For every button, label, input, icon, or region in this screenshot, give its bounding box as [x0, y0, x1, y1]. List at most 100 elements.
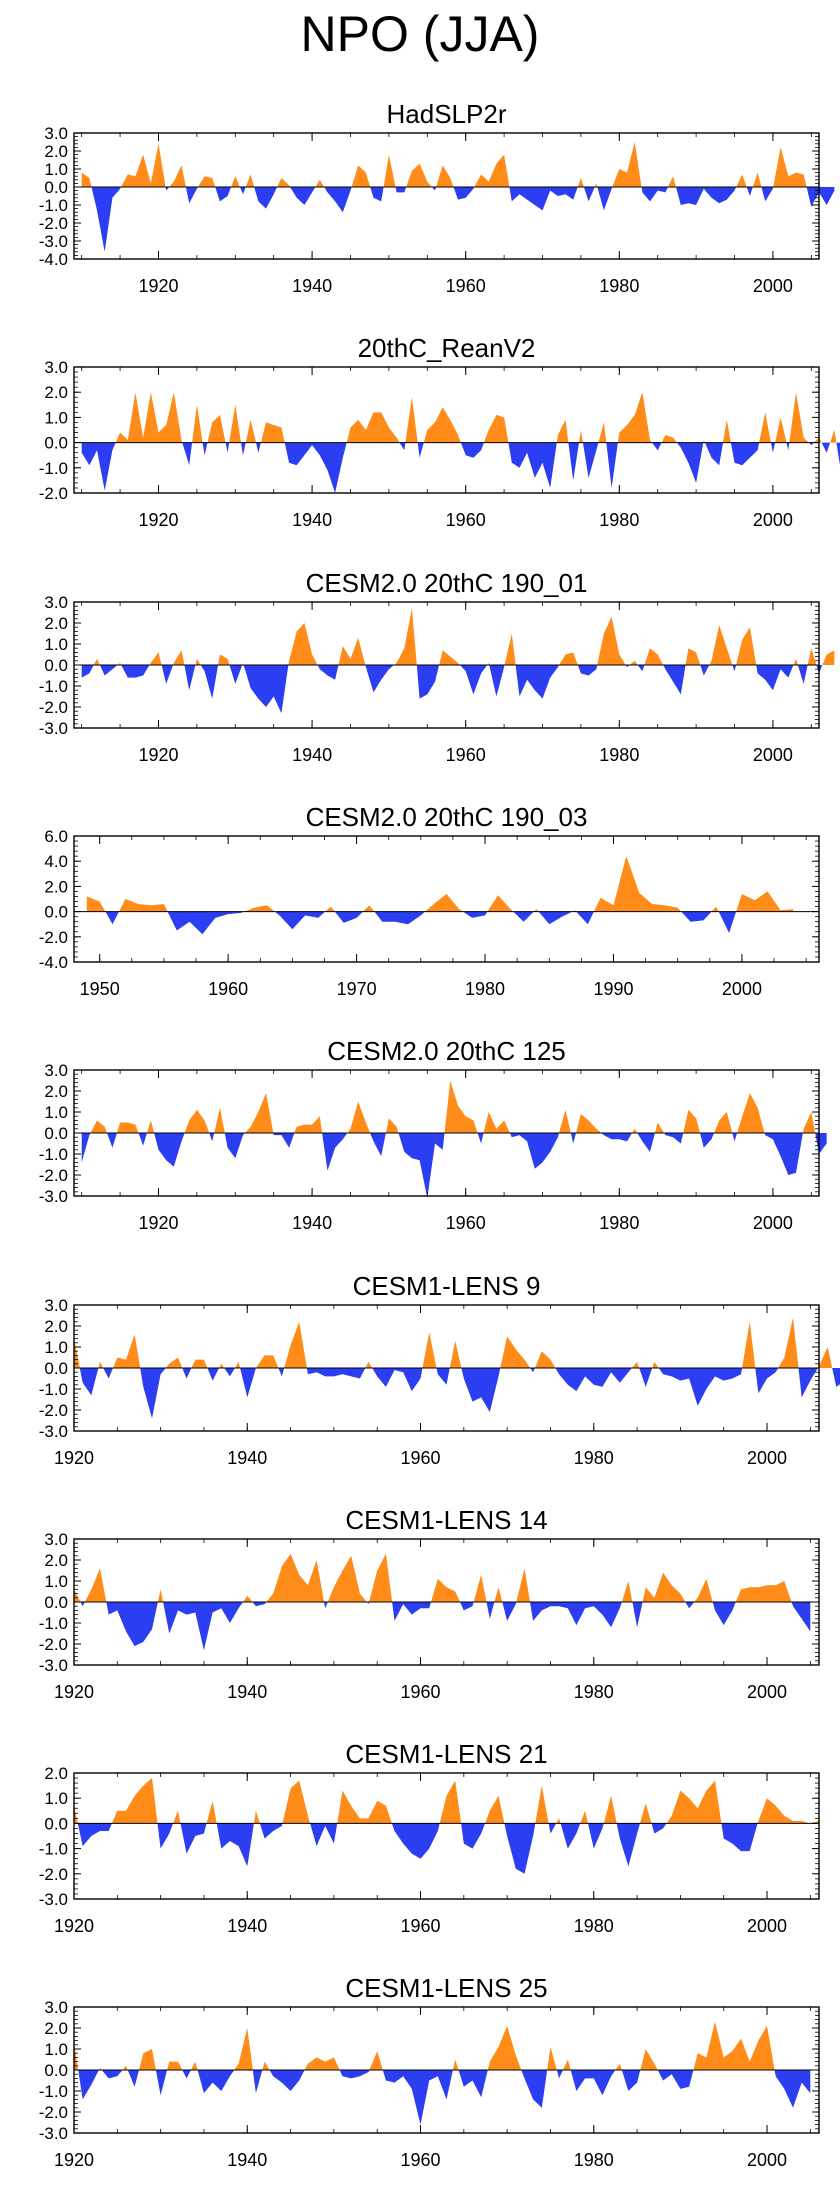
positive-area — [439, 650, 460, 665]
panel-title: HadSLP2r — [387, 99, 507, 129]
negative-area — [721, 1823, 758, 1852]
negative-area — [372, 1368, 423, 1392]
negative-area — [504, 1823, 536, 1874]
negative-area — [637, 1133, 655, 1152]
positive-area — [347, 1101, 371, 1133]
negative-area — [370, 187, 384, 202]
negative-area — [774, 2070, 811, 2108]
positive-area — [363, 905, 375, 912]
positive-area — [556, 1818, 561, 1824]
x-tick-label: 1960 — [400, 1682, 440, 1702]
positive-area — [793, 658, 798, 665]
positive-area — [244, 1093, 274, 1133]
positive-area — [288, 623, 318, 665]
positive-area — [559, 1109, 571, 1133]
positive-area — [693, 2021, 775, 2070]
positive-area — [351, 165, 371, 187]
negative-area — [180, 1823, 207, 1854]
y-tick-label: -2.0 — [39, 1635, 68, 1654]
positive-area — [629, 660, 638, 665]
positive-area — [830, 430, 837, 443]
negative-area — [700, 1133, 714, 1148]
negative-area — [577, 665, 598, 676]
y-tick-label: -1.0 — [39, 2082, 68, 2101]
negative-area — [417, 442, 424, 458]
negative-area — [704, 442, 723, 466]
positive-area — [385, 1118, 399, 1133]
negative-area — [161, 665, 174, 684]
positive-area — [632, 1128, 638, 1133]
positive-area — [757, 1798, 819, 1824]
positive-area — [198, 176, 216, 187]
y-tick-label: 3.0 — [44, 593, 68, 612]
negative-area — [395, 187, 407, 193]
positive-area — [157, 1589, 164, 1602]
negative-area — [366, 1602, 370, 1605]
negative-area — [256, 442, 261, 453]
y-tick-label: 1.0 — [44, 1789, 68, 1808]
positive-area — [84, 1568, 107, 1602]
panel-8: CESM1-LENS 21 2.0 1.0 0.0 -1.0 -2.0 -3.0 1920 19… — [39, 1739, 820, 1936]
negative-area — [254, 187, 278, 209]
x-tick-label: 1920 — [54, 1448, 94, 1468]
positive-area — [74, 1805, 78, 1824]
y-tick-label: 0.0 — [44, 903, 68, 922]
positive-area — [813, 437, 822, 443]
positive-area — [242, 662, 244, 665]
negative-area — [374, 911, 426, 925]
positive-area — [685, 648, 701, 665]
negative-area — [732, 1133, 738, 1142]
negative-area — [77, 1823, 112, 1847]
negative-area — [530, 1602, 622, 1628]
positive-area — [778, 1317, 799, 1368]
positive-area — [234, 2028, 253, 2070]
negative-area — [771, 442, 776, 453]
positive-area — [711, 906, 719, 912]
positive-area — [139, 2049, 156, 2070]
x-tick-label: 1940 — [227, 2150, 267, 2170]
positive-area — [621, 1581, 633, 1602]
x-tick-label: 1940 — [227, 1448, 267, 1468]
positive-area — [214, 1107, 225, 1133]
negative-area — [637, 665, 645, 672]
negative-area — [140, 1368, 166, 1419]
y-tick-label: 2.0 — [44, 1082, 68, 1101]
x-tick-label: 2000 — [747, 2150, 787, 2170]
positive-area — [245, 174, 255, 187]
positive-area — [504, 633, 516, 665]
x-tick-label: 1980 — [574, 2150, 614, 2170]
positive-area — [576, 1114, 602, 1133]
positive-area — [473, 1574, 487, 1602]
negative-area — [718, 911, 737, 933]
negative-area — [458, 2070, 488, 2098]
y-tick-label: 0.0 — [44, 656, 68, 675]
positive-area — [325, 906, 335, 912]
negative-area — [685, 1602, 695, 1609]
negative-area — [382, 2070, 453, 2125]
y-tick-label: -1.0 — [39, 677, 68, 696]
positive-area — [117, 662, 122, 665]
positive-area — [723, 419, 731, 443]
negative-area — [555, 1368, 632, 1392]
positive-area — [655, 1122, 665, 1133]
positive-area — [346, 412, 400, 443]
negative-area — [99, 665, 118, 676]
positive-area — [593, 856, 682, 912]
negative-area — [808, 442, 814, 446]
negative-area — [658, 1368, 743, 1406]
negative-area — [202, 442, 208, 456]
negative-area — [216, 1823, 254, 1867]
y-tick-label: -2.0 — [39, 1166, 68, 1185]
panel-3: CESM2.0 20thC 190_01 3.0 2.0 1.0 0.0 -1.0 -2.0… — [39, 568, 835, 765]
negative-area — [324, 1602, 328, 1609]
y-tick-label: -2.0 — [39, 928, 68, 947]
negative-area — [486, 1602, 495, 1619]
x-tick-label: 1950 — [80, 979, 120, 999]
negative-area — [182, 2070, 191, 2079]
positive-area — [736, 627, 757, 665]
positive-area — [773, 147, 807, 187]
positive-area — [253, 1810, 260, 1824]
positive-area — [640, 2049, 658, 2070]
negative-area — [582, 442, 599, 478]
negative-area — [224, 1133, 245, 1159]
